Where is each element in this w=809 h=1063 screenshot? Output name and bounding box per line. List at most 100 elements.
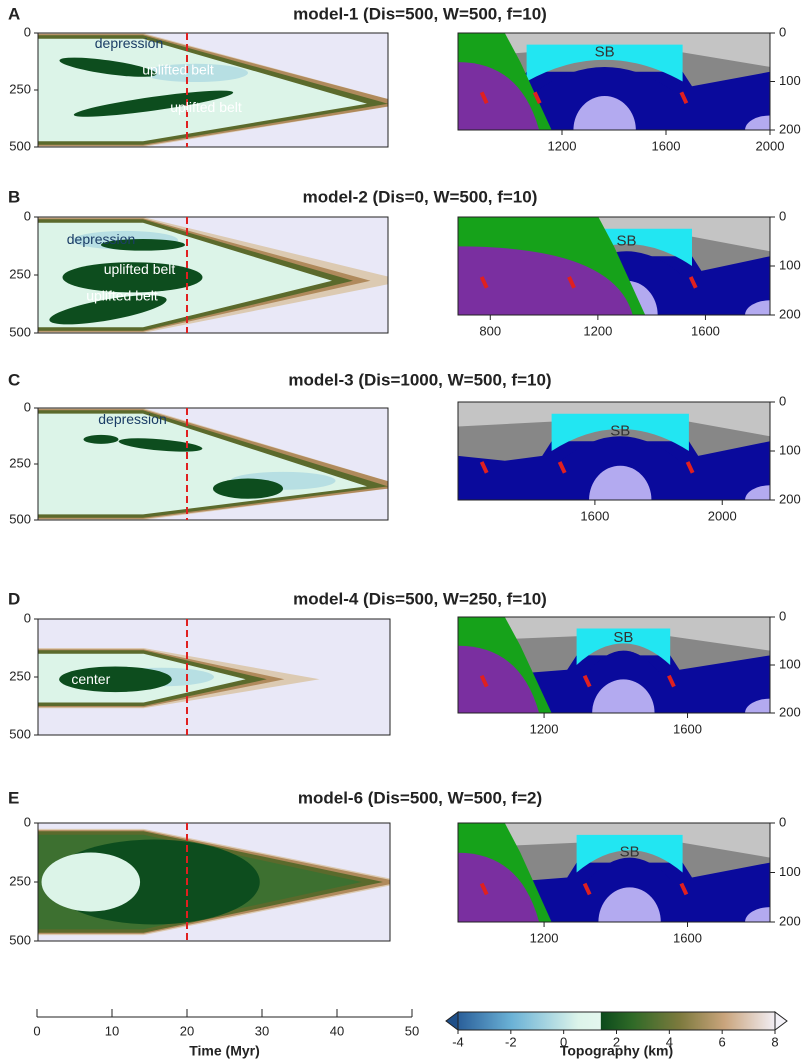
x-tick-label: 2000 — [756, 138, 785, 153]
map-shade — [143, 63, 248, 83]
y-tick-label: 250 — [9, 455, 31, 470]
colorbar-label: Topography (km) — [560, 1043, 673, 1059]
y-tick-label: 200 — [779, 913, 801, 928]
section-blob — [573, 96, 636, 130]
section-panel — [458, 617, 770, 713]
y-tick-label: 200 — [779, 704, 801, 719]
x-axis-label: Time (Myr) — [189, 1043, 260, 1059]
map-annotation: uplifted belt — [170, 99, 242, 115]
section-annotation: SB — [616, 232, 636, 249]
y-tick-label: 500 — [9, 511, 31, 526]
x-tick-label: 1200 — [548, 138, 577, 153]
section-blob — [745, 907, 770, 922]
y-tick-label: 100 — [779, 864, 801, 879]
x-tick-label: 20 — [180, 1023, 194, 1038]
section-basin — [561, 436, 680, 461]
section-sb — [576, 628, 671, 665]
section-plate — [458, 246, 633, 315]
panel-letter: C — [8, 370, 20, 389]
y-tick-label: 200 — [779, 491, 801, 506]
y-tick-label: 0 — [24, 814, 31, 829]
y-tick-label: 0 — [779, 24, 786, 39]
y-tick-label: 0 — [779, 814, 786, 829]
panel-letter: B — [8, 187, 20, 206]
map-panel — [38, 619, 390, 735]
x-tick-label: 1200 — [530, 721, 559, 736]
map-annotation: uplifted belt — [142, 61, 214, 77]
map-panel — [38, 823, 390, 941]
y-tick-label: 500 — [9, 726, 31, 741]
section-annotation: SB — [595, 43, 615, 60]
y-tick-label: 100 — [779, 257, 801, 272]
section-fault — [479, 882, 489, 896]
x-tick-label: 1600 — [691, 323, 720, 338]
colorbar-arrow — [774, 1011, 788, 1031]
y-tick-label: 0 — [24, 610, 31, 625]
section-fault — [582, 882, 592, 896]
section-basin — [585, 857, 674, 883]
y-tick-label: 500 — [9, 324, 31, 339]
y-tick-label: 250 — [9, 81, 31, 96]
section-panel — [458, 823, 770, 922]
y-tick-label: 0 — [24, 24, 31, 39]
map-panel — [38, 408, 388, 520]
section-annotation: SB — [610, 422, 630, 439]
map-annotation: center — [71, 671, 110, 687]
x-tick-label: 1600 — [673, 930, 702, 945]
panel-title: model-2 (Dis=0, W=500, f=10) — [303, 187, 538, 206]
panel-letter: A — [8, 4, 20, 23]
map-annotation: depression — [67, 231, 136, 247]
section-sb — [576, 834, 683, 873]
y-tick-label: 500 — [9, 932, 31, 947]
map-blob — [213, 478, 283, 499]
section-blob — [745, 698, 770, 713]
section-panel — [458, 217, 770, 315]
section-blob — [592, 679, 655, 713]
x-tick-label: 1600 — [673, 721, 702, 736]
map-annotation: depression — [98, 411, 167, 427]
map-annotation: depression — [95, 35, 164, 51]
panel-title: model-3 (Dis=1000, W=500, f=10) — [288, 370, 551, 389]
section-fault — [479, 461, 489, 474]
map-blob — [73, 90, 234, 117]
y-tick-label: 250 — [9, 668, 31, 683]
section-basin — [536, 66, 674, 92]
map-annotation: uplifted belt — [104, 261, 176, 277]
y-tick-label: 250 — [9, 873, 31, 888]
x-tick-label: 30 — [255, 1023, 269, 1038]
y-tick-label: 0 — [779, 608, 786, 623]
map-blob — [62, 262, 203, 293]
section-fault — [688, 276, 698, 289]
section-fault — [479, 674, 489, 688]
section-plate — [458, 645, 540, 713]
y-tick-label: 0 — [779, 208, 786, 223]
y-tick-label: 500 — [9, 138, 31, 153]
x-tick-label: 1600 — [580, 508, 609, 523]
y-tick-label: 0 — [24, 399, 31, 414]
section-fault — [479, 276, 489, 289]
map-blob — [49, 295, 167, 325]
x-tick-label: 1200 — [530, 930, 559, 945]
section-annotation: SB — [620, 844, 640, 861]
section-fault — [667, 674, 676, 688]
y-tick-label: 0 — [24, 208, 31, 223]
section-sb — [551, 413, 689, 451]
y-tick-label: 200 — [779, 121, 801, 136]
section-blob — [598, 887, 661, 922]
panel-title: model-1 (Dis=500, W=500, f=10) — [293, 4, 547, 23]
x-tick-label: 40 — [330, 1023, 344, 1038]
colorbar-tick-label: 6 — [719, 1034, 726, 1049]
map-blob — [59, 666, 172, 693]
panel-title: model-6 (Dis=500, W=500, f=2) — [298, 788, 542, 807]
x-tick-label: 800 — [479, 323, 501, 338]
section-fault — [679, 91, 689, 105]
section-fault — [479, 91, 489, 105]
section-fault — [557, 461, 567, 474]
section-panel — [458, 33, 770, 130]
section-blob — [745, 115, 770, 130]
section-plate — [458, 62, 540, 130]
y-tick-label: 100 — [779, 73, 801, 88]
section-blob — [589, 465, 652, 500]
section-sb — [526, 44, 683, 82]
